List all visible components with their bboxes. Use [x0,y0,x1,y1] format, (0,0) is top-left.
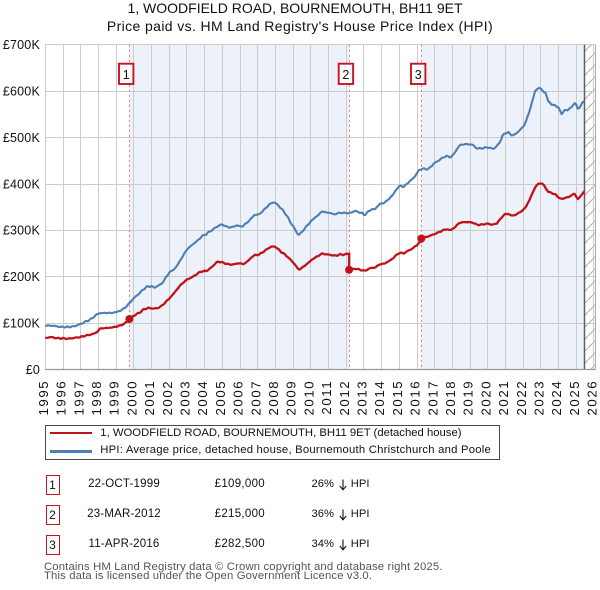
svg-text:2003: 2003 [178,380,193,416]
svg-text:£700K: £700K [3,38,41,52]
svg-text:2012: 2012 [337,380,352,416]
svg-text:2025: 2025 [567,380,582,416]
svg-text:2008: 2008 [266,380,281,416]
svg-text:2026: 2026 [585,380,600,416]
svg-text:1997: 1997 [71,380,86,416]
svg-text:2004: 2004 [195,380,210,416]
svg-text:1998: 1998 [89,380,104,416]
svg-text:2018: 2018 [443,380,458,416]
svg-text:1: 1 [123,68,130,82]
svg-text:£300K: £300K [3,224,41,238]
svg-text:2019: 2019 [461,380,476,416]
svg-text:3: 3 [415,68,422,82]
svg-text:1999: 1999 [107,380,122,416]
svg-text:2014: 2014 [372,380,387,416]
svg-text:2007: 2007 [248,380,263,416]
svg-text:1996: 1996 [54,380,69,416]
svg-text:2001: 2001 [142,380,157,416]
svg-text:2: 2 [342,68,349,82]
svg-text:2015: 2015 [390,380,405,416]
svg-text:£400K: £400K [3,177,41,191]
svg-text:2022: 2022 [514,380,529,416]
svg-text:2024: 2024 [549,380,564,416]
svg-text:2017: 2017 [425,380,440,416]
svg-text:2020: 2020 [478,380,493,416]
svg-text:2002: 2002 [160,380,175,416]
svg-text:£500K: £500K [3,131,41,145]
svg-text:1995: 1995 [36,380,51,416]
svg-text:£100K: £100K [3,317,41,331]
svg-text:2000: 2000 [124,380,139,416]
svg-text:2009: 2009 [284,380,299,416]
svg-text:2006: 2006 [231,380,246,416]
svg-text:£0: £0 [26,363,40,377]
svg-text:2021: 2021 [496,380,511,416]
svg-text:2011: 2011 [319,380,334,415]
svg-text:£200K: £200K [3,270,41,284]
svg-text:2013: 2013 [355,380,370,416]
svg-text:2005: 2005 [213,380,228,416]
svg-text:2010: 2010 [301,380,316,416]
svg-text:£600K: £600K [3,85,41,99]
svg-text:2016: 2016 [408,380,423,416]
svg-text:2023: 2023 [532,380,547,416]
